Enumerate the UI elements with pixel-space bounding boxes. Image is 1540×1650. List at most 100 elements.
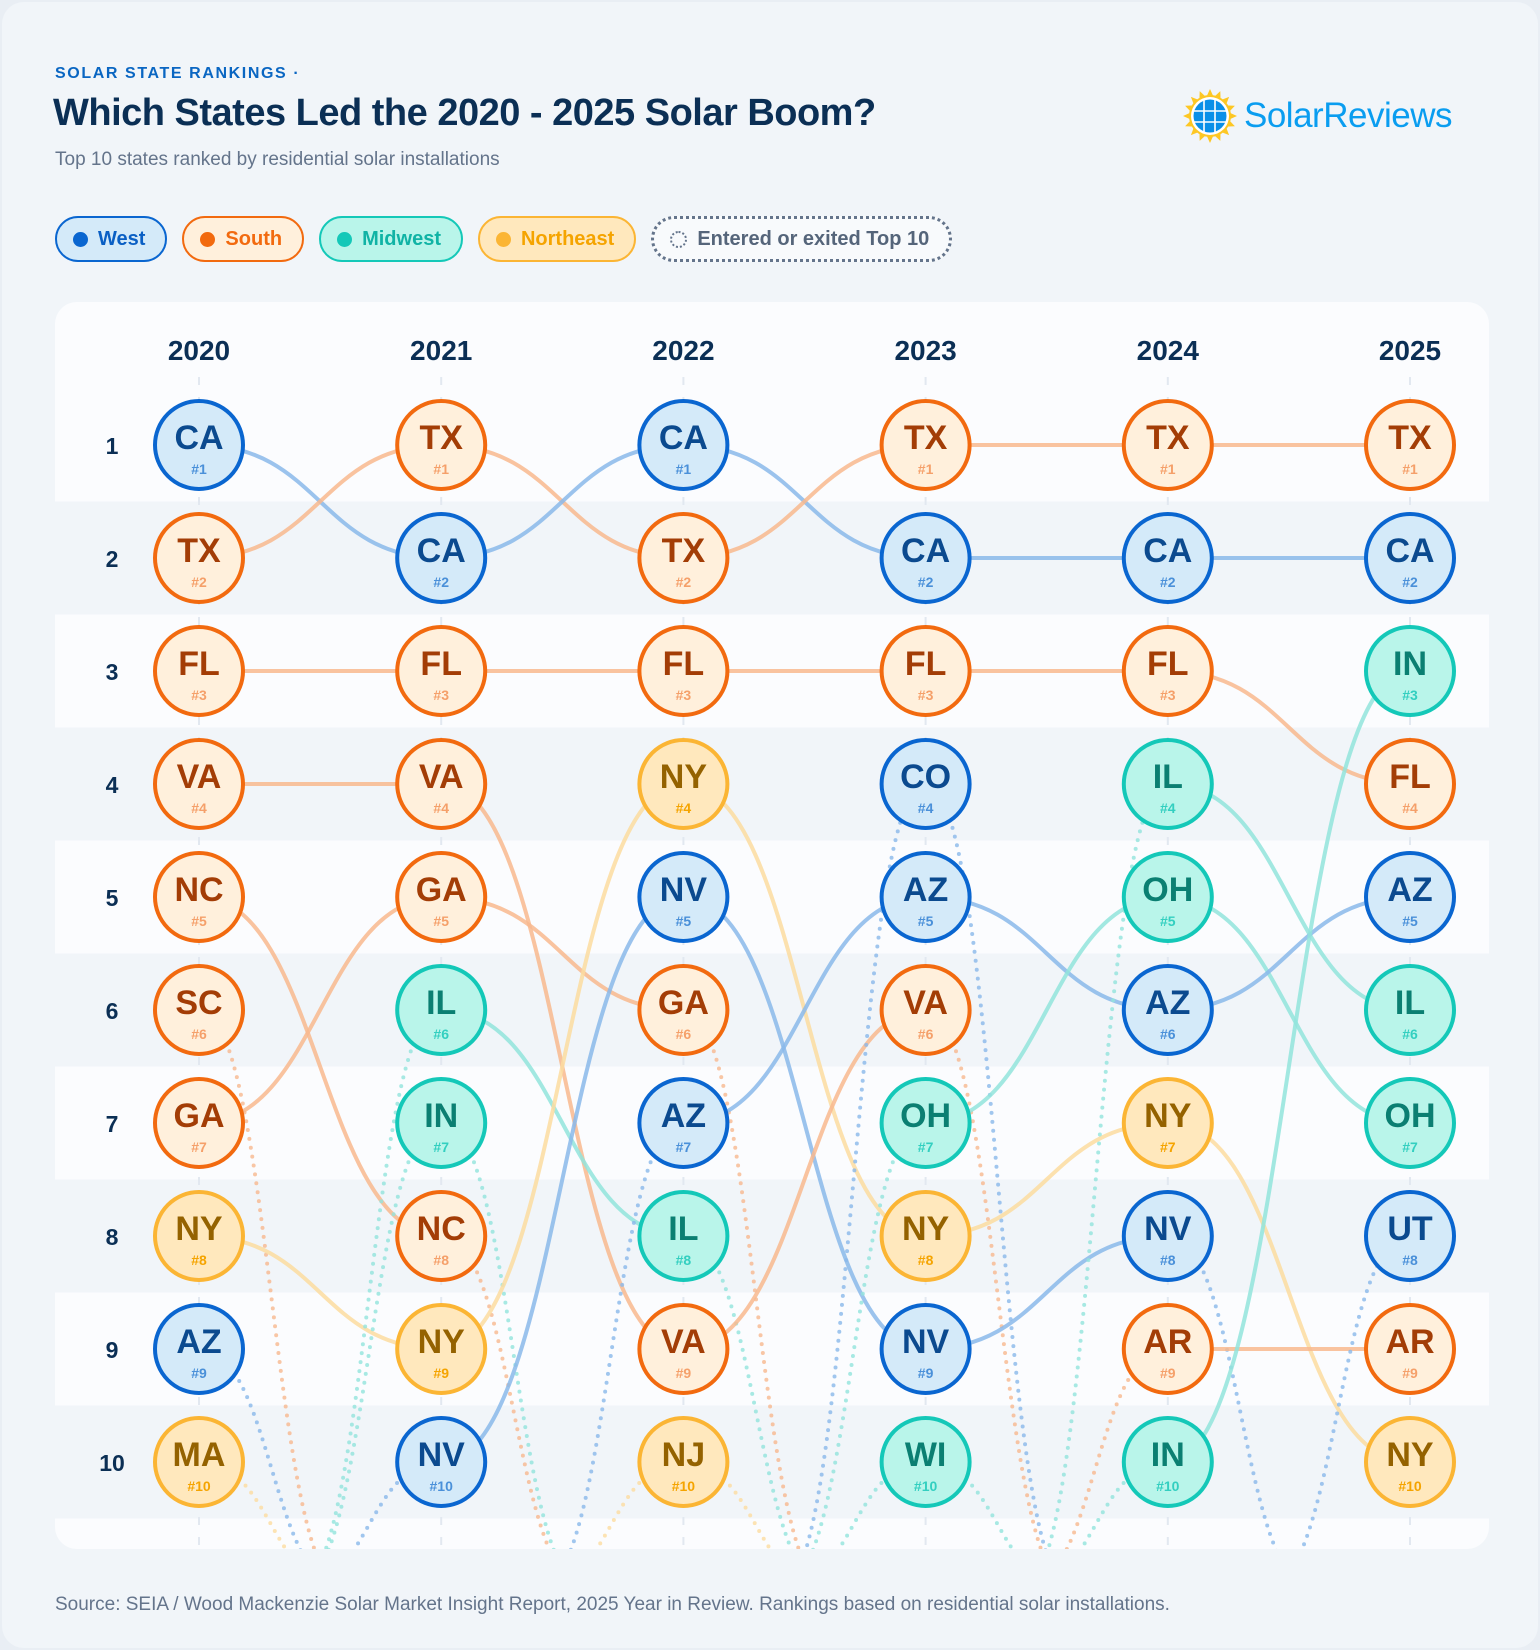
rank-number: #5 xyxy=(676,913,692,929)
dotted-circle-icon xyxy=(670,230,688,248)
node-circle xyxy=(637,625,730,717)
rank-number: #5 xyxy=(1160,913,1176,929)
node-circle xyxy=(153,964,245,1056)
state-node-fl-2023: FL #3 xyxy=(879,625,972,717)
node-circle xyxy=(637,964,730,1056)
state-code: NY xyxy=(1386,1436,1434,1474)
state-node-ar-2025: AR #9 xyxy=(1364,1303,1456,1395)
logo: SolarReviews xyxy=(1182,88,1452,144)
state-code: NY xyxy=(175,1210,223,1248)
state-node-nv-2023: NV #9 xyxy=(879,1303,972,1395)
rank-number: #10 xyxy=(1398,1478,1422,1494)
rank-number: #10 xyxy=(1156,1478,1180,1494)
rank-label: 9 xyxy=(106,1337,119,1363)
rank-number: #10 xyxy=(430,1478,454,1494)
node-circle xyxy=(153,1077,245,1169)
rank-number: #9 xyxy=(676,1365,692,1381)
rank-number: #4 xyxy=(1402,800,1418,816)
rank-number: #2 xyxy=(676,574,692,590)
rank-label: 3 xyxy=(106,659,119,685)
page-title: Which States Led the 2020 - 2025 Solar B… xyxy=(53,92,876,134)
node-circle xyxy=(1121,512,1214,604)
exit-line-nc xyxy=(439,1234,552,1549)
state-node-oh-2023: OH #7 xyxy=(879,1077,972,1169)
rank-number: #5 xyxy=(1402,913,1418,929)
state-code: FL xyxy=(905,645,947,683)
state-code: GA xyxy=(174,1097,225,1135)
node-circle xyxy=(879,512,972,604)
state-code: CA xyxy=(417,532,466,570)
year-label: 2023 xyxy=(894,335,956,366)
node-circle xyxy=(153,625,245,717)
state-code: CA xyxy=(1385,532,1434,570)
entry-line-oh xyxy=(811,1121,928,1549)
state-node-az-2020: AZ #9 xyxy=(153,1303,245,1395)
state-code: CA xyxy=(1143,532,1192,570)
rank-number: #4 xyxy=(433,800,449,816)
state-node-nj-2022: NJ #10 xyxy=(637,1416,730,1508)
state-code: TX xyxy=(419,419,463,457)
node-circle xyxy=(1364,512,1456,604)
rank-number: #6 xyxy=(1402,1026,1418,1042)
node-circle xyxy=(1364,1303,1456,1395)
state-node-az-2025: AZ #5 xyxy=(1364,851,1456,943)
rank-number: #2 xyxy=(1160,574,1176,590)
state-code: CA xyxy=(901,532,950,570)
legend: West South Midwest Northeast Entered or exit… xyxy=(55,216,953,262)
state-node-ma-2020: MA #10 xyxy=(153,1416,245,1508)
rank-line-ny xyxy=(1167,1121,1411,1464)
state-code: GA xyxy=(416,871,467,909)
state-code: OH xyxy=(1385,1097,1436,1135)
year-label: 2024 xyxy=(1137,335,1200,366)
node-circle xyxy=(153,851,245,943)
state-node-sc-2020: SC #6 xyxy=(153,964,245,1056)
legend-dot xyxy=(495,231,511,247)
node-circle xyxy=(879,1303,972,1395)
state-code: FL xyxy=(420,645,462,683)
state-code: UT xyxy=(1387,1210,1433,1248)
rank-number: #1 xyxy=(191,461,207,477)
state-code: NV xyxy=(902,1323,950,1361)
year-label: 2025 xyxy=(1379,335,1441,366)
state-code: NJ xyxy=(662,1436,705,1474)
rank-line-nv xyxy=(683,895,926,1351)
state-node-va-2021: VA #4 xyxy=(395,738,488,830)
entry-line-az xyxy=(568,1121,686,1549)
logo-text: SolarReviews xyxy=(1244,96,1452,135)
rank-number: #1 xyxy=(918,461,934,477)
state-code: VA xyxy=(903,984,948,1022)
state-code: NY xyxy=(660,758,708,796)
node-circle xyxy=(395,851,488,943)
state-node-ga-2020: GA #7 xyxy=(153,1077,245,1169)
state-code: IL xyxy=(668,1210,698,1248)
node-circle xyxy=(879,964,972,1056)
rank-number: #1 xyxy=(1402,461,1418,477)
state-code: IL xyxy=(426,984,456,1022)
rank-number: #9 xyxy=(433,1365,449,1381)
rank-number: #9 xyxy=(1402,1365,1418,1381)
state-code: AZ xyxy=(903,871,948,909)
node-circle xyxy=(1121,625,1214,717)
state-node-fl-2020: FL #3 xyxy=(153,625,245,717)
node-circle xyxy=(153,1190,245,1282)
rank-number: #5 xyxy=(918,913,934,929)
state-node-ny-2025: NY #10 xyxy=(1364,1416,1456,1508)
state-node-va-2023: VA #6 xyxy=(879,964,972,1056)
node-circle xyxy=(637,1190,730,1282)
legend-label: West xyxy=(98,227,146,250)
node-circle xyxy=(1121,399,1214,491)
state-code: AR xyxy=(1143,1323,1192,1361)
state-node-nv-2021: NV #10 xyxy=(395,1416,488,1508)
node-circle xyxy=(1364,1190,1456,1282)
node-circle xyxy=(1121,1190,1214,1282)
state-code: CO xyxy=(900,758,951,796)
state-code: NC xyxy=(174,871,223,909)
node-circle xyxy=(395,512,488,604)
rank-number: #7 xyxy=(433,1139,449,1155)
rank-number: #7 xyxy=(1160,1139,1176,1155)
node-circle xyxy=(1121,964,1214,1056)
rank-label: 1 xyxy=(106,433,119,459)
state-code: OH xyxy=(1142,871,1193,909)
rank-number: #4 xyxy=(676,800,692,816)
rank-number: #2 xyxy=(191,574,207,590)
